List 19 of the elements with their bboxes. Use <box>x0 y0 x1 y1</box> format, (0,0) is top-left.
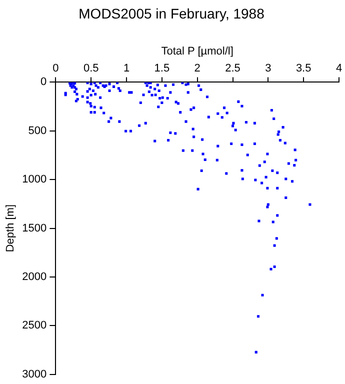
x-tick-label: 2.5 <box>225 62 240 75</box>
y-tick-label: 2000 <box>22 271 47 284</box>
y-tick-label: 1500 <box>22 222 47 234</box>
x-tick-label: 1.5 <box>154 62 170 75</box>
x-axis-title: Total P [µmol/l] <box>161 45 234 58</box>
x-tick-label: 2 <box>194 62 200 75</box>
y-tick-label: 0 <box>40 76 47 88</box>
y-axis-title: Depth [m] <box>4 204 17 252</box>
y-tick-label: 2500 <box>22 320 47 332</box>
y-tick-label: 3000 <box>22 368 47 380</box>
x-tick-label: 0 <box>52 62 59 75</box>
x-tick-label: 4 <box>336 62 342 75</box>
x-tick-label: 3.5 <box>296 62 312 75</box>
x-tick-label: 0.5 <box>83 62 99 75</box>
y-tick-label: 500 <box>28 124 47 137</box>
x-tick-label: 3 <box>265 62 272 75</box>
chart-title: MODS2005 in February, 1988 <box>78 5 265 22</box>
y-tick-label: 1000 <box>22 174 47 186</box>
x-tick-label: 1 <box>123 62 130 75</box>
